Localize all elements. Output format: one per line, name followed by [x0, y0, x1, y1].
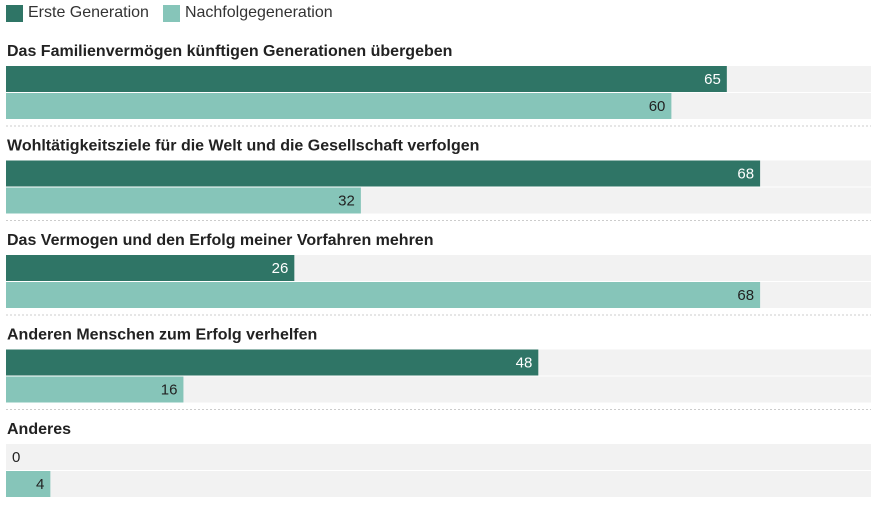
value-label: 60: [649, 98, 666, 115]
value-label: 32: [338, 193, 355, 210]
bar-first-generation: [6, 66, 727, 92]
category-label: Wohltätigkeitsziele für die Welt und die…: [7, 138, 479, 155]
bar-first-generation: [6, 349, 539, 376]
category-label: Anderen Menschen zum Erfolg verhelfen: [7, 327, 317, 344]
value-label: 26: [272, 260, 289, 277]
category-label: Das Vermogen und den Erfolg meiner Vorfa…: [7, 232, 433, 249]
category-label: Das Familienvermögen künftigen Generatio…: [7, 43, 452, 60]
bar-next-generation: [6, 93, 672, 119]
bar-next-generation: [6, 187, 361, 214]
value-label: 4: [36, 476, 44, 493]
value-label: 65: [704, 71, 721, 88]
bar-first-generation: [6, 255, 295, 281]
bar-track: [6, 444, 871, 470]
value-label: 68: [737, 166, 754, 183]
value-label: 48: [516, 355, 533, 372]
value-label: 68: [737, 287, 754, 304]
bar-next-generation: [6, 471, 51, 497]
legend-item-first-generation: Erste Generation: [6, 4, 149, 22]
value-label: 0: [12, 449, 20, 466]
legend-swatch-first-generation: [6, 4, 23, 22]
value-label: 16: [161, 382, 178, 399]
legend-item-next-generation: Nachfolgegeneration: [162, 4, 333, 22]
chart-legend: Erste Generation Nachfolgegeneration: [6, 2, 347, 24]
legend-label-next-generation: Nachfolgegeneration: [184, 4, 333, 21]
bar-track: [6, 471, 871, 497]
bar-next-generation: [6, 376, 184, 403]
bar-next-generation: [6, 282, 761, 308]
legend-label-first-generation: Erste Generation: [28, 4, 149, 21]
bar-first-generation: [6, 160, 761, 187]
category-label: Anderes: [7, 421, 71, 438]
legend-swatch-next-generation: [162, 4, 180, 22]
